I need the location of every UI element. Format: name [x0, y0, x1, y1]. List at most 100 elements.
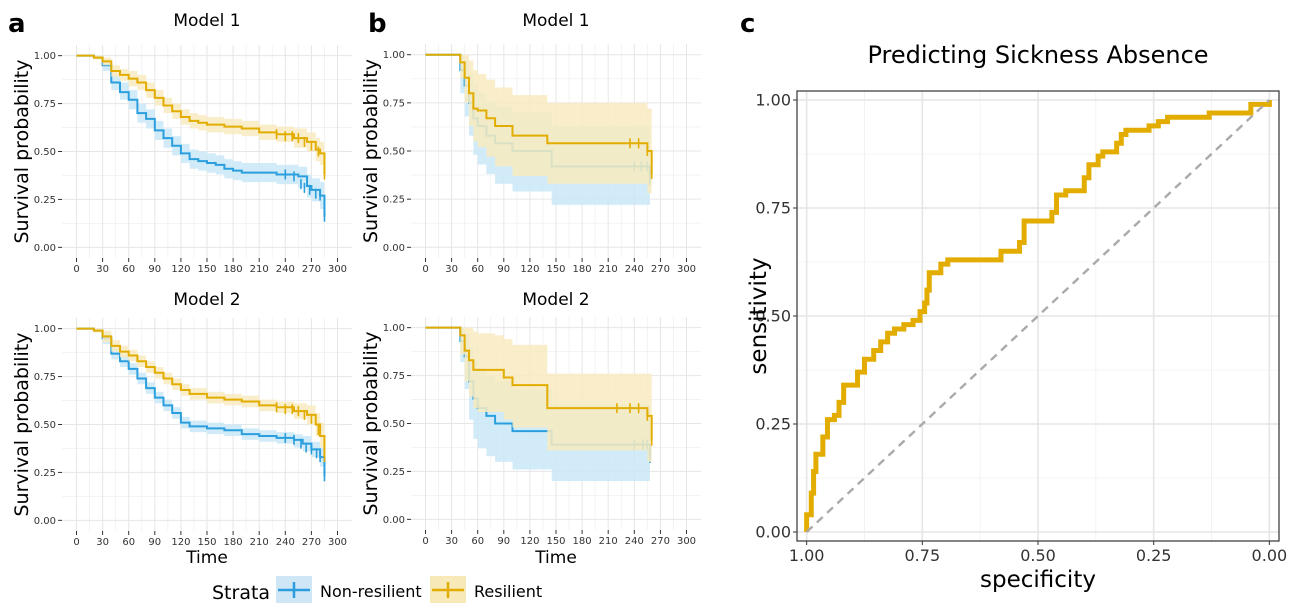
- series-reference: [805, 99, 1271, 533]
- y-tick-label: 1.00: [34, 51, 56, 62]
- y-axis-title: sensitivity: [746, 257, 772, 374]
- chart-c-roc: 1.00 0.75 0.50 0.25 0.00 0.00 0.25 0.50 0.75 1.00…: [746, 41, 1287, 593]
- legend-item-non-resilient: Non-resilient: [276, 576, 422, 603]
- survival-curve: [76, 54, 326, 217]
- chart-title: Model 2: [522, 290, 589, 310]
- x-tick-label: 60: [471, 536, 484, 547]
- legend-title: Strata: [212, 582, 270, 604]
- chart-title: Model 1: [173, 11, 240, 31]
- x-tick-label: 180: [224, 537, 243, 548]
- x-tick-label: 240: [625, 264, 644, 275]
- x-tick-label: 180: [224, 264, 243, 275]
- panel-label-c: c: [740, 9, 755, 39]
- series-resilient: [425, 326, 653, 485]
- x-tick-label: 270: [302, 537, 321, 548]
- x-tick-label: 180: [573, 536, 592, 547]
- y-axis-title: Survival probability: [11, 332, 33, 516]
- x-tick-label: 90: [148, 264, 161, 275]
- y-tick-label: 0.00: [34, 243, 56, 254]
- chart-b-model1: 0 30 60 90 120 150 180 210 240 270 300 0.00 0.25 0.50…: [360, 11, 701, 275]
- y-tick-label: 0.50: [34, 147, 56, 158]
- x-tick-label: 270: [302, 264, 321, 275]
- y-tick-label: 0.00: [755, 523, 791, 542]
- x-tick-label: 300: [328, 537, 347, 548]
- y-tick-label: 0.50: [34, 420, 56, 431]
- series-resilient: [76, 327, 326, 469]
- x-tick-label: 270: [651, 536, 670, 547]
- x-tick-label: 90: [497, 264, 510, 275]
- survival-curve: [425, 53, 653, 175]
- x-tick-label: 1.00: [789, 546, 825, 565]
- y-tick-label: 0.00: [383, 243, 405, 254]
- y-tick-label: 0.50: [383, 419, 405, 430]
- confidence-band: [76, 55, 325, 187]
- survival-curve: [804, 100, 1272, 532]
- x-tick-label: 150: [546, 536, 565, 547]
- y-tick-label: 0.25: [383, 467, 405, 478]
- y-tick-label: 0.50: [755, 307, 791, 326]
- y-tick-label: 0.50: [383, 147, 405, 158]
- y-tick-label: 0.25: [383, 195, 405, 206]
- y-tick-label: 0.25: [34, 195, 56, 206]
- x-tick-label: 150: [197, 537, 216, 548]
- x-tick-label: 30: [96, 537, 109, 548]
- y-tick-label: 0.00: [34, 516, 56, 527]
- panel-label-a: a: [8, 9, 26, 39]
- x-tick-label: 0: [73, 264, 79, 275]
- panel-label-b: b: [368, 9, 387, 39]
- x-tick-label: 0: [422, 536, 428, 547]
- chart-a-model1: 0 30 60 90 120 150 180 210 240 270 300 0.00 0.25 0.50…: [11, 11, 352, 275]
- y-tick-label: 0.25: [34, 468, 56, 479]
- x-tick-label: 150: [546, 264, 565, 275]
- x-axis-title: specificity: [980, 567, 1096, 593]
- x-tick-label: 210: [599, 536, 618, 547]
- x-tick-label: 0.75: [905, 546, 941, 565]
- survival-curve: [425, 326, 653, 441]
- x-tick-label: 120: [171, 537, 190, 548]
- x-tick-label: 210: [250, 264, 269, 275]
- y-tick-label: 1.00: [755, 91, 791, 110]
- x-tick-label: 60: [122, 537, 135, 548]
- chart-a-model2: 0 30 60 90 120 150 180 210 240 270 300 0.00 0.25 0.50…: [11, 290, 352, 568]
- y-tick-label: 1.00: [383, 323, 405, 334]
- x-axis-title: Time: [534, 548, 577, 568]
- x-tick-label: 210: [599, 264, 618, 275]
- x-tick-label: 0: [73, 537, 79, 548]
- chart-title: Model 2: [173, 290, 240, 310]
- charts-layer: 0 30 60 90 120 150 180 210 240 270 3000.000.250.50…: [11, 11, 1287, 593]
- chart-b-model2: 0 30 60 90 120 150 180 210 240 270 300 0.00 0.25 0.50…: [360, 290, 701, 568]
- x-tick-label: 270: [651, 264, 670, 275]
- x-tick-label: 180: [573, 264, 592, 275]
- x-tick-label: 300: [328, 264, 347, 275]
- legend: Strata Non-resilient Resilient: [212, 576, 542, 604]
- y-tick-label: 1.00: [34, 324, 56, 335]
- x-tick-label: 120: [171, 264, 190, 275]
- x-tick-label: 60: [471, 264, 484, 275]
- y-tick-label: 0.75: [755, 199, 791, 218]
- series-resilient: [76, 54, 326, 187]
- survival-curve: [76, 327, 326, 458]
- series-resilient: [425, 53, 653, 219]
- y-tick-label: 0.75: [34, 99, 56, 110]
- y-tick-label: 1.00: [383, 50, 405, 61]
- legend-label-resilient: Resilient: [474, 582, 542, 601]
- legend-item-resilient: Resilient: [430, 576, 542, 603]
- legend-label-non-resilient: Non-resilient: [320, 582, 422, 601]
- x-tick-label: 30: [445, 264, 458, 275]
- x-tick-label: 30: [96, 264, 109, 275]
- confidence-band: [76, 328, 325, 469]
- y-tick-label: 0.75: [383, 371, 405, 382]
- x-axis-title: Time: [185, 548, 228, 568]
- x-tick-label: 300: [677, 536, 696, 547]
- x-tick-label: 120: [520, 264, 539, 275]
- x-tick-label: 90: [497, 536, 510, 547]
- x-tick-label: 90: [148, 537, 161, 548]
- y-axis-title: Survival probability: [360, 59, 382, 243]
- y-tick-label: 0.75: [34, 372, 56, 383]
- chart-title: Predicting Sickness Absence: [867, 41, 1208, 69]
- series-roc: [804, 100, 1272, 532]
- x-tick-label: 240: [276, 537, 295, 548]
- x-tick-label: 210: [250, 537, 269, 548]
- reference-line: [805, 99, 1271, 533]
